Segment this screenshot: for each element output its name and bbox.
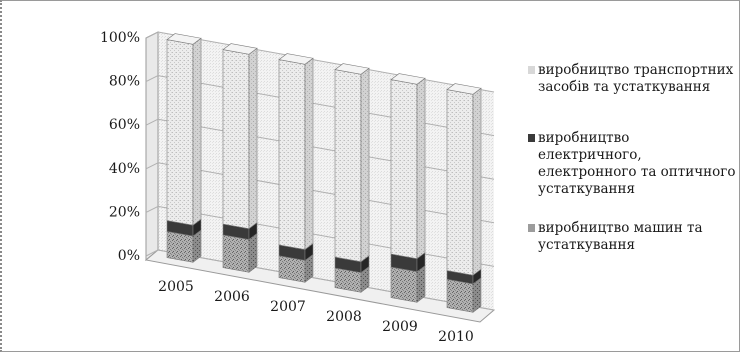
gridline-side [145, 162, 159, 170]
x-tick-label: 2007 [270, 299, 306, 315]
bar-segment-side [192, 37, 202, 226]
y-tick-label: 40% [109, 161, 140, 177]
side-wall [145, 31, 159, 262]
gridline [157, 205, 495, 267]
bar-segment [446, 89, 474, 276]
bar-segment [334, 69, 362, 263]
bar-segment-side [248, 232, 258, 273]
legend-item: виробництво електричного, електронного т… [528, 130, 736, 198]
legend-swatch [528, 66, 535, 74]
gridline [157, 75, 495, 137]
gridline [157, 118, 495, 180]
y-tick-label: 0% [118, 248, 140, 264]
gridline-side [145, 118, 159, 126]
bar-segment [166, 39, 194, 226]
legend: виробництво транспортних засобів та уста… [528, 62, 736, 254]
bar-segment-side [248, 47, 258, 230]
bar-top [278, 53, 314, 65]
bar-top [390, 73, 426, 85]
x-tick-label: 2010 [438, 329, 474, 345]
bar-segment [222, 49, 250, 230]
x-tick-label: 2008 [326, 309, 362, 325]
bar-segment [278, 59, 306, 250]
x-tick-label: 2006 [214, 289, 250, 305]
gridline-side [145, 75, 159, 83]
gridline [157, 249, 495, 311]
bar-segment [166, 231, 194, 263]
legend-label: виробництво транспортних засобів та уста… [538, 62, 734, 95]
bar-segment [446, 278, 474, 313]
bar-segment-side [360, 67, 370, 263]
gridline [157, 162, 495, 224]
bar-segment [390, 79, 418, 260]
x-axis: 2005 2006 2007 2008 2009 2010 [158, 279, 474, 345]
y-tick-label: 80% [109, 74, 140, 90]
legend-label: виробництво машин та устаткування [538, 220, 703, 253]
x-tick-label: 2005 [158, 279, 194, 295]
bar-segment-side [472, 87, 482, 276]
legend-swatch [528, 134, 535, 142]
y-tick-label: 60% [109, 117, 140, 133]
gridline [157, 31, 495, 93]
bar-segment-side [416, 265, 426, 303]
gridline-side [145, 205, 159, 213]
bar-segment [390, 266, 418, 303]
grid-lines [145, 31, 495, 311]
bar-top [222, 43, 258, 55]
x-tick-label: 2009 [382, 319, 418, 335]
gridline-side [145, 31, 159, 39]
bar-segment-side [416, 77, 426, 260]
y-tick-label: 20% [109, 204, 140, 220]
bar-top [446, 83, 482, 95]
y-tick-label: 100% [100, 30, 140, 46]
bars [166, 33, 482, 313]
bar-segment-side [304, 57, 314, 251]
legend-item: виробництво транспортних засобів та уста… [528, 62, 736, 96]
gridline-side [145, 249, 159, 257]
legend-item: виробництво машин та устаткування [528, 220, 736, 254]
bar-top [166, 33, 202, 45]
legend-swatch [528, 224, 535, 232]
legend-label: виробництво електричного, електронного т… [538, 130, 736, 197]
bar-segment [222, 234, 250, 273]
y-axis: 0% 20% 40% 60% 80% 100% [100, 30, 140, 264]
bar-top [334, 63, 370, 75]
